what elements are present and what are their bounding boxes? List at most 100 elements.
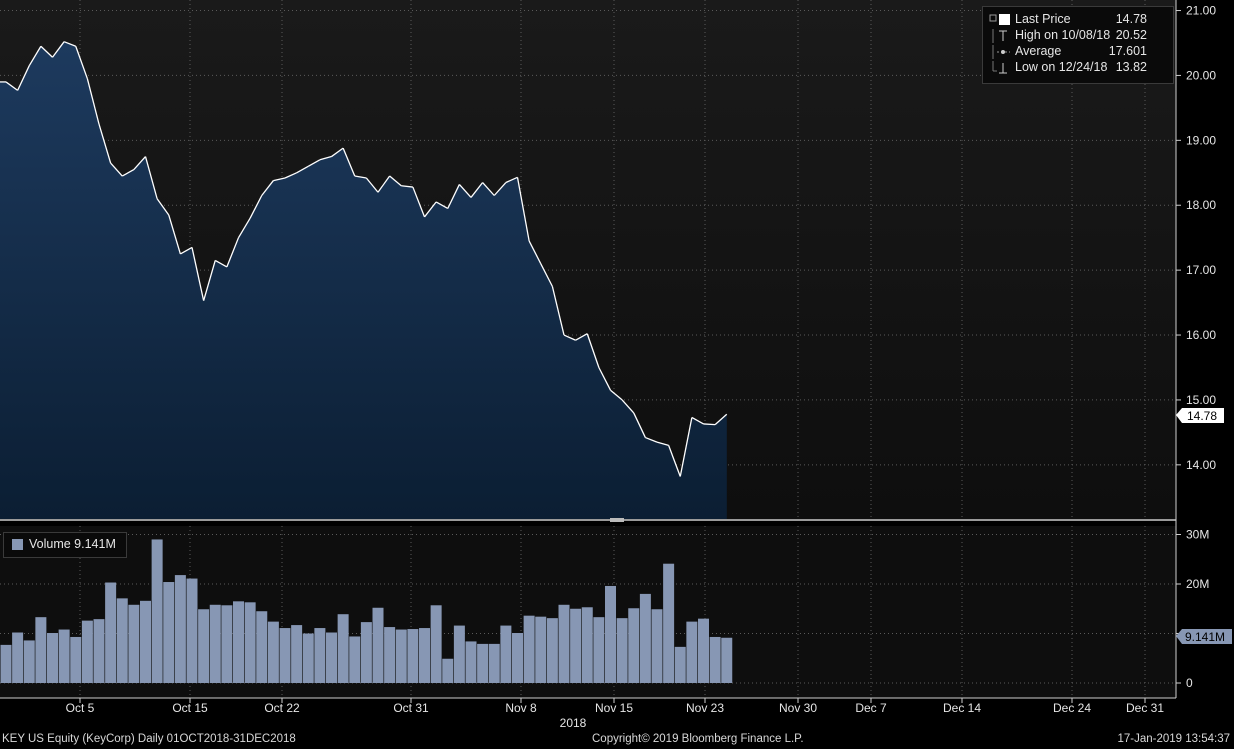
volume-y-tick-label: 30M <box>1186 528 1209 542</box>
x-tick-label: Oct 15 <box>172 701 208 715</box>
volume-bar <box>163 582 175 683</box>
y-tick-label: 16.00 <box>1186 328 1216 342</box>
volume-bar <box>105 582 117 683</box>
volume-bar <box>442 658 454 683</box>
last-volume-tag-text: 9.141M <box>1185 630 1225 644</box>
price-line-segment <box>156 198 170 216</box>
volume-swatch-icon <box>12 539 23 550</box>
price-line-segment <box>331 147 344 158</box>
grid <box>0 0 1176 698</box>
low-marker-icon <box>992 61 1007 74</box>
price-line-segment <box>516 177 530 242</box>
footer-security: KEY US Equity (KeyCorp) Daily 01OCT2018-… <box>2 733 296 745</box>
legend-last-price[interactable]: Last Price 14.78 <box>983 12 1173 28</box>
x-tick-label: Nov 15 <box>595 701 633 715</box>
volume-bar <box>23 640 35 683</box>
price-area <box>0 41 727 520</box>
price-y-axis: 14.00 15.00 16.00 17.00 18.00 19.00 20.00 21.00 <box>1176 4 1216 472</box>
volume-bar <box>453 625 465 683</box>
volume-bar <box>47 633 58 683</box>
legend-last-price-icon <box>989 14 1010 25</box>
price-line-segment <box>575 333 588 341</box>
price-line-segment <box>586 333 600 368</box>
x-tick-label: Oct 22 <box>264 701 300 715</box>
volume-bar <box>116 598 128 683</box>
last-volume-tag: 9.141M <box>1176 629 1232 644</box>
price-line-segment <box>458 184 472 198</box>
price-line-segment <box>354 175 367 179</box>
x-tick-label: Dec 31 <box>1126 701 1164 715</box>
volume-bar <box>279 628 291 683</box>
volume-bar <box>465 641 477 683</box>
volume-bar <box>233 601 244 683</box>
price-line-segment <box>168 214 181 255</box>
volume-y-tick-label: 20M <box>1186 577 1209 591</box>
volume-bar <box>314 628 326 683</box>
legend-low-label: Low on 12/24/18 <box>1015 60 1108 74</box>
price-line-segment <box>633 412 646 438</box>
price-line-segment <box>144 156 158 199</box>
price-line-segment <box>505 176 518 184</box>
price-line-segment <box>656 441 669 446</box>
volume-legend[interactable]: Volume 9.141M <box>3 532 127 558</box>
volume-bar <box>674 646 686 683</box>
price-line-segment <box>261 180 274 196</box>
price-line-segment <box>75 46 88 79</box>
price-line-segment <box>5 81 19 91</box>
price-legend[interactable]: Last Price 14.78 High on 10/08/18 20.52 … <box>982 6 1174 84</box>
price-line-segment <box>679 417 693 477</box>
legend-high-value: 20.52 <box>1115 28 1147 42</box>
volume-bar <box>256 611 268 683</box>
panel-resize-handle[interactable] <box>610 518 624 522</box>
price-line-segment <box>470 182 484 198</box>
volume-bar <box>186 578 198 683</box>
x-axis: Oct 5 Oct 15 Oct 22 Oct 31 Nov 8 Nov 15 Nov 23… <box>66 698 1164 715</box>
y-tick-label: 15.00 <box>1186 393 1216 407</box>
volume-bar <box>581 607 593 683</box>
price-line-segment <box>412 186 426 218</box>
volume-legend-label: Volume 9.141M <box>29 537 116 551</box>
volume-y-axis: 010M20M30M <box>1176 528 1209 690</box>
price-line-segment <box>598 367 612 391</box>
volume-bars <box>0 539 733 683</box>
price-line-segment <box>133 156 146 170</box>
last-price-tag-text: 14.78 <box>1187 409 1217 423</box>
price-line-segment <box>365 177 379 193</box>
volume-bar <box>639 593 651 683</box>
price-line-segment <box>86 78 100 125</box>
price-line-segment <box>63 41 76 47</box>
volume-bar <box>500 625 512 683</box>
x-tick-label: Nov 23 <box>686 701 724 715</box>
x-year-label: 2018 <box>560 716 587 730</box>
volume-bar <box>209 604 221 683</box>
x-tick-label: Dec 7 <box>855 701 887 715</box>
volume-bar <box>372 607 384 683</box>
y-tick-label: 20.00 <box>1186 68 1216 82</box>
volume-bar <box>70 636 82 683</box>
volume-bar <box>302 633 314 683</box>
volume-bar <box>326 632 337 683</box>
price-line-segment <box>237 217 251 239</box>
price-line-segment <box>284 172 297 179</box>
legend-last-price-value: 14.78 <box>1115 12 1147 26</box>
volume-bar <box>198 609 210 683</box>
volume-bar <box>140 600 151 683</box>
price-line-segment <box>319 155 332 161</box>
x-tick-label: Oct 31 <box>393 701 429 715</box>
price-line-segment <box>121 168 135 177</box>
price-line-segment <box>645 436 658 443</box>
price-points <box>0 41 728 477</box>
price-line-segment <box>447 184 460 209</box>
volume-bar <box>395 629 407 683</box>
legend-average: Average 17.601 <box>983 44 1173 60</box>
volume-bar <box>477 643 489 683</box>
volume-bar <box>651 609 663 683</box>
x-tick-label: Dec 14 <box>943 701 981 715</box>
volume-bar <box>430 605 442 683</box>
price-line-segment <box>214 259 228 268</box>
volume-bar <box>174 575 186 683</box>
price-line-segment <box>610 389 623 401</box>
legend-average-value: 17.601 <box>1108 44 1147 58</box>
volume-bar <box>593 617 605 683</box>
